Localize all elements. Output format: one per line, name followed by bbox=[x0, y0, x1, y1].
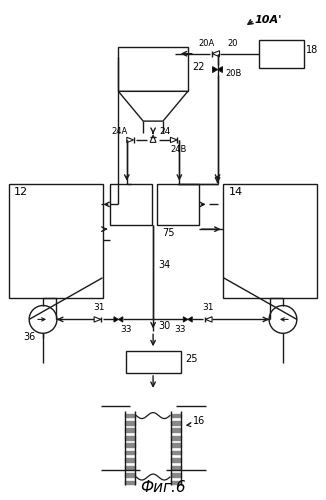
Text: 25: 25 bbox=[185, 354, 197, 364]
Text: 24: 24 bbox=[159, 126, 170, 136]
Text: 24A: 24A bbox=[111, 126, 128, 136]
Text: 75: 75 bbox=[162, 228, 174, 238]
Bar bbox=[111, 184, 152, 225]
Bar bbox=[118, 46, 188, 92]
Text: 33: 33 bbox=[174, 325, 186, 334]
Text: 22: 22 bbox=[193, 62, 205, 72]
Text: 34: 34 bbox=[158, 260, 170, 270]
Text: 31: 31 bbox=[202, 303, 213, 312]
Text: 36: 36 bbox=[23, 332, 35, 342]
Polygon shape bbox=[188, 316, 192, 322]
Text: 24B: 24B bbox=[170, 146, 186, 154]
Text: 20B: 20B bbox=[226, 69, 242, 78]
Text: 31: 31 bbox=[93, 303, 104, 312]
Text: 10A': 10A' bbox=[254, 15, 282, 25]
Bar bbox=[224, 184, 317, 298]
Text: 12: 12 bbox=[14, 186, 28, 196]
Text: 33: 33 bbox=[120, 325, 132, 334]
Bar bbox=[9, 184, 102, 298]
Polygon shape bbox=[114, 316, 118, 322]
Polygon shape bbox=[118, 316, 123, 322]
Polygon shape bbox=[217, 66, 222, 72]
Bar bbox=[259, 40, 304, 68]
Text: 14: 14 bbox=[229, 186, 243, 196]
Text: 30: 30 bbox=[158, 322, 170, 332]
Text: Фиг.6: Фиг.6 bbox=[140, 480, 186, 496]
Polygon shape bbox=[118, 92, 188, 121]
Bar bbox=[157, 184, 199, 225]
Text: 20: 20 bbox=[227, 40, 238, 48]
Text: 20A: 20A bbox=[199, 40, 215, 48]
Polygon shape bbox=[183, 316, 188, 322]
Text: 16: 16 bbox=[193, 416, 205, 426]
Text: 18: 18 bbox=[306, 44, 318, 54]
Bar bbox=[126, 351, 181, 373]
Polygon shape bbox=[213, 66, 217, 72]
